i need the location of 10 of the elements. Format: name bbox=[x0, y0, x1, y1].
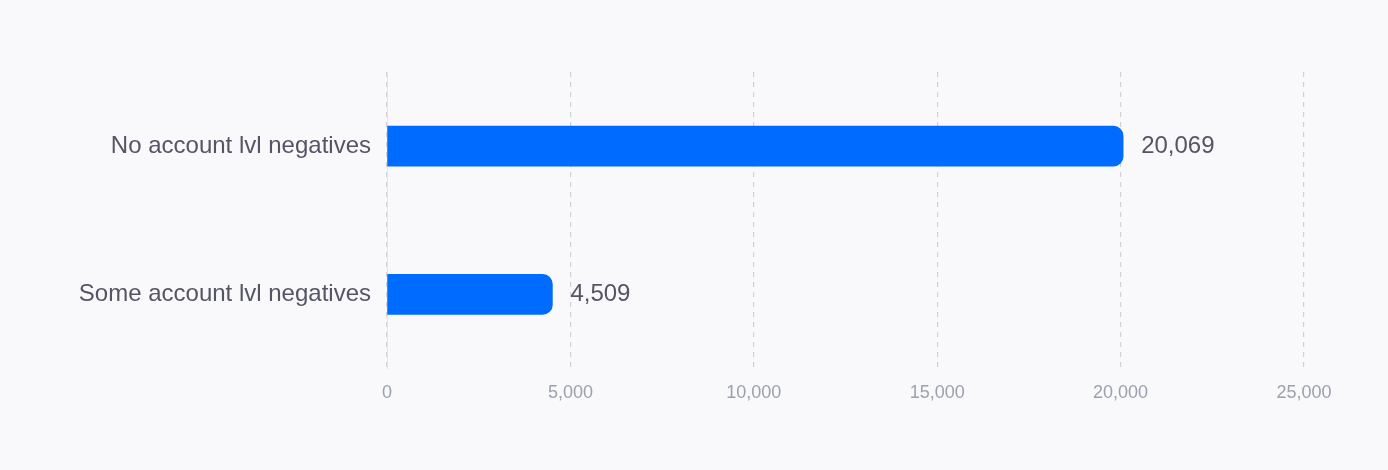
x-tick-label: 25,000 bbox=[1276, 382, 1332, 403]
x-tick-label: 10,000 bbox=[726, 382, 782, 403]
data-label: 4,509 bbox=[570, 278, 631, 306]
x-tick-label: 0 bbox=[381, 382, 393, 403]
x-tick-label: 5,000 bbox=[547, 382, 593, 403]
x-tick-label: 20,000 bbox=[1093, 382, 1149, 403]
y-tick-label: Some account lvl negatives bbox=[78, 278, 371, 306]
data-label: 20,069 bbox=[1141, 130, 1215, 158]
x-tick-label: 15,000 bbox=[909, 382, 965, 403]
y-tick-label: No account lvl negatives bbox=[110, 130, 371, 158]
